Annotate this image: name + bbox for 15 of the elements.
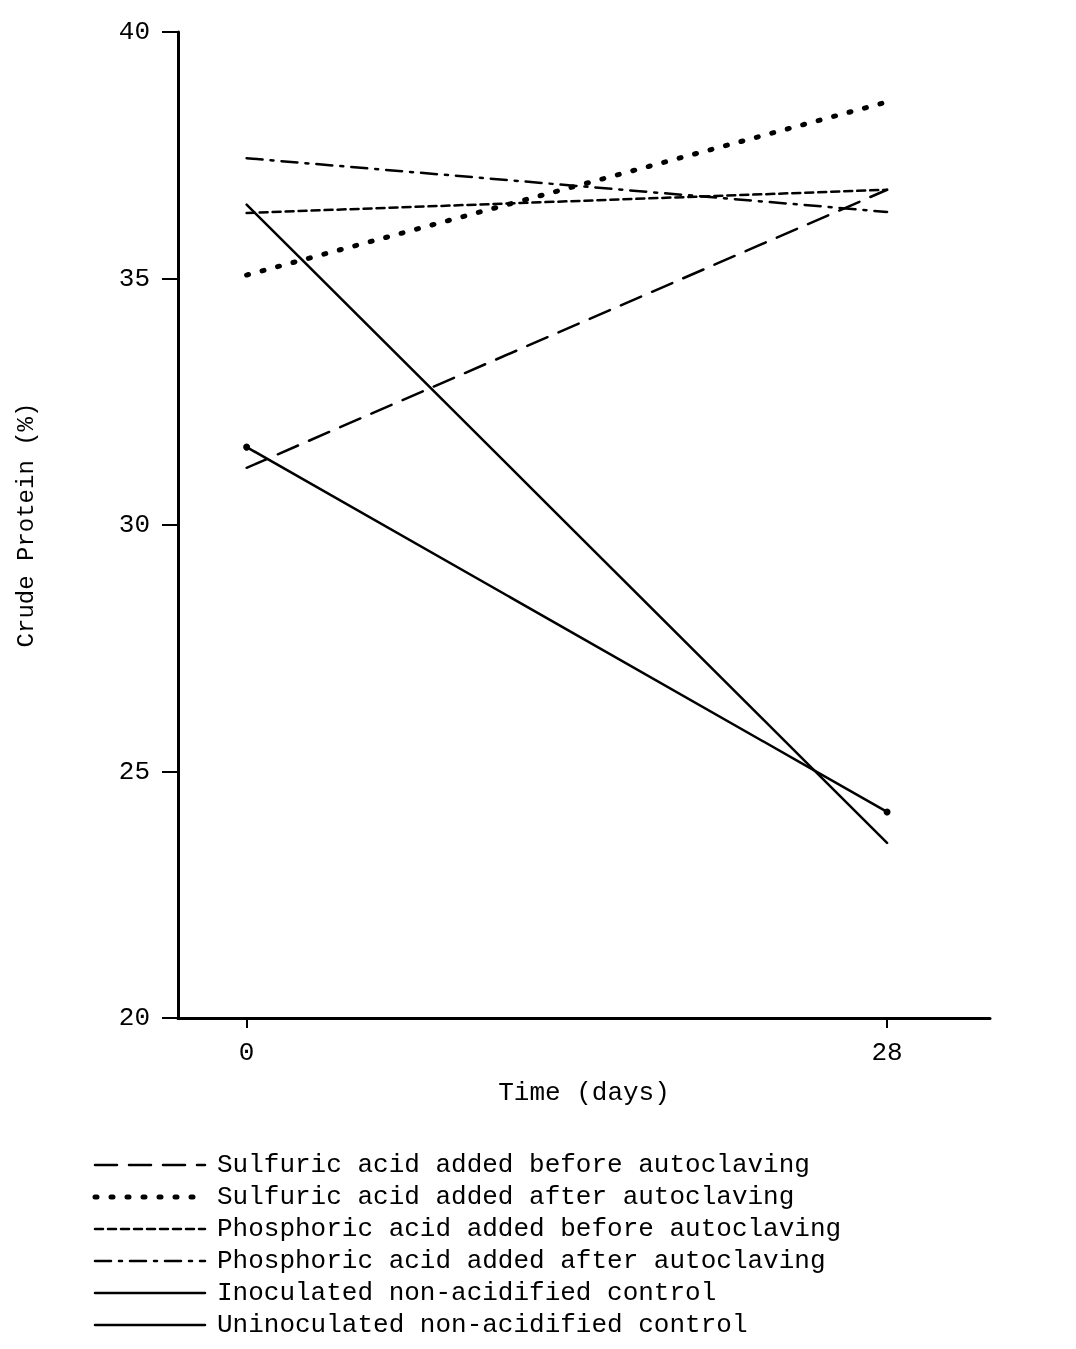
y-tick-label: 40 [118, 17, 150, 47]
y-tick-label: 30 [118, 510, 150, 540]
x-axis-title: Time (days) [498, 1078, 670, 1108]
x-tick-label: 0 [238, 1038, 255, 1068]
x-tick-label: 28 [871, 1038, 903, 1068]
legend-label: Phosphoric acid added before autoclaving [217, 1214, 842, 1244]
legend-label: Sulfuric acid added before autoclaving [217, 1150, 810, 1180]
y-tick-label: 35 [118, 263, 150, 294]
legend-label: Phosphoric acid added after autoclaving [217, 1246, 826, 1276]
legend-label: Uninoculated non-acidified control [217, 1310, 748, 1340]
legend-label: Inoculated non-acidified control [217, 1278, 717, 1308]
y-tick-label: 25 [118, 756, 150, 787]
legend-label: Sulfuric acid added after autoclaving [217, 1182, 795, 1212]
y-axis-title: Crude Protein (%) [12, 402, 40, 648]
y-tick-label: 20 [118, 1003, 150, 1033]
